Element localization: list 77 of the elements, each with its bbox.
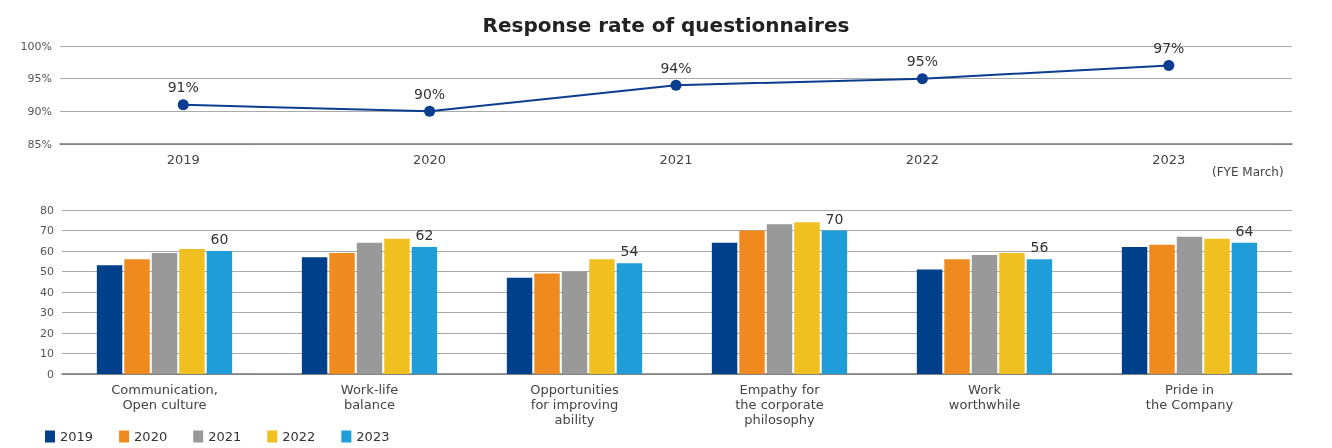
bar [179,248,205,374]
bar [944,259,970,374]
y-tick-label: 10 [40,347,54,360]
y-tick-label: 50 [40,265,54,278]
bar [1231,242,1258,374]
y-tick-label: 85% [27,137,52,151]
data-label: 97% [1153,40,1185,57]
bar [329,253,355,374]
data-label: 70 [825,210,844,227]
data-label: 90% [414,85,446,102]
y-tick-label: 100% [20,39,52,53]
x-tick-label: Work worthwhile [948,382,1021,412]
bar [151,253,178,374]
bar [411,246,438,374]
y-tick-label: 80 [40,203,54,217]
x-tick-label: 2022 [905,152,939,167]
y-tick-label: 60 [40,244,54,258]
bar [356,242,383,374]
x-axis-title: (FYE March) [1212,165,1284,179]
legend-label: 2019 [60,429,94,444]
x-tick-label: 2023 [1152,152,1186,167]
y-tick-label: 30 [40,306,54,319]
legend-label: 2021 [208,429,242,444]
x-tick-label: Pride in the Company [1145,382,1234,412]
data-label: 94% [660,59,692,76]
x-tick-label: Work-life balance [340,382,399,412]
bar [1026,259,1053,374]
x-tick-label: Communication, Open culture [111,382,218,412]
y-tick-label: 90% [27,104,52,118]
bar [506,277,533,374]
bar [1204,238,1230,374]
y-tick-label: 70 [40,224,54,237]
bar [1176,236,1203,374]
bar [616,263,643,374]
data-label: 54 [620,243,639,260]
bar [916,269,943,374]
y-tick-label: 0 [47,367,54,381]
legend-label: 2023 [356,429,390,444]
bar [739,230,765,374]
chart-title: Response rate of questionnaires [482,13,850,37]
point [177,99,189,111]
y-tick-label: 20 [40,326,54,340]
bar [96,265,123,374]
data-label: 91% [167,79,199,96]
bar [561,271,588,374]
bar [534,273,560,374]
point [670,79,682,91]
point [916,73,928,85]
data-label: 56 [1030,239,1049,256]
legend-label: 2022 [282,429,316,444]
bar [999,253,1025,374]
point [424,105,436,117]
bar [1149,244,1175,374]
bar [1121,246,1148,374]
data-label: 95% [906,53,938,70]
bar [589,259,615,374]
point [1163,60,1175,72]
bar [124,259,150,374]
legend-label: 2020 [134,429,168,444]
bar [821,230,848,374]
x-tick-label: Empathy for the corporate philosophy [735,382,824,427]
y-tick-label: 95% [27,72,52,86]
bar [301,257,328,374]
x-tick-label: 2020 [413,152,447,167]
data-label: 62 [415,226,434,243]
data-label: 60 [210,231,229,247]
data-label: 64 [1235,222,1254,239]
bar [794,222,820,374]
x-tick-label: 2021 [659,152,693,167]
bar [384,238,410,374]
x-tick-label: Opportunities for improving ability [530,382,620,427]
bar [971,255,998,374]
bar [766,224,793,374]
x-tick-label: 2019 [166,152,200,167]
bar [206,251,233,374]
y-tick-label: 40 [40,285,54,299]
bar [711,242,738,374]
